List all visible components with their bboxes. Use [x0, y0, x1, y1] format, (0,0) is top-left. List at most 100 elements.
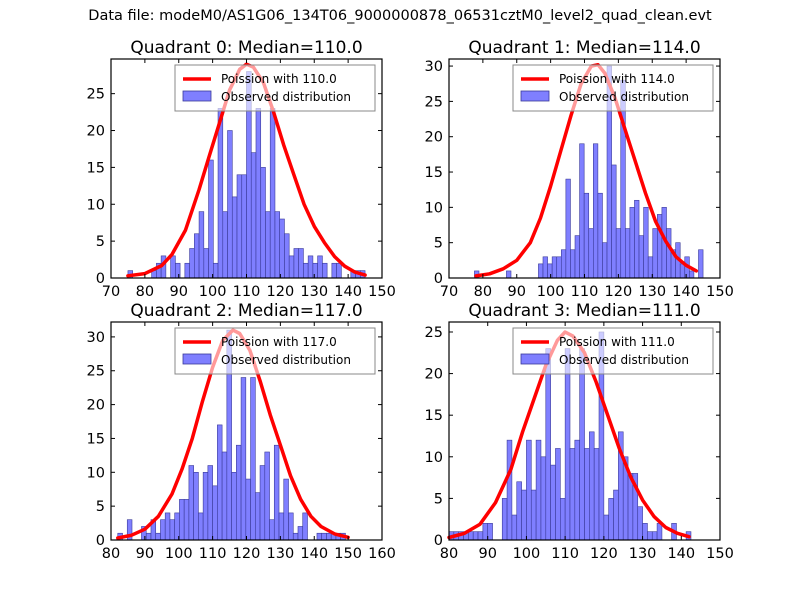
- histogram-bar: [227, 130, 233, 279]
- axes-frame: [448, 321, 721, 541]
- x-tick-label: 90: [478, 546, 496, 562]
- histogram-bar: [188, 465, 194, 541]
- histogram-bar: [560, 498, 566, 541]
- histogram-bar: [656, 523, 663, 541]
- histogram-bar: [179, 499, 185, 541]
- y-tick-label: 20: [87, 398, 105, 414]
- y-tick-label: 0: [96, 533, 105, 549]
- histogram-bar: [574, 439, 580, 541]
- x-tick-label: 90: [170, 284, 188, 300]
- histogram-bar: [255, 108, 262, 279]
- histogram-bar: [574, 235, 580, 279]
- legend-label-observed: Observed distribution: [559, 90, 689, 104]
- y-tick-label: 25: [87, 364, 105, 380]
- y-tick-label: 25: [425, 94, 443, 110]
- histogram-bar: [511, 514, 518, 541]
- y-tick-label: 0: [96, 271, 105, 287]
- histogram-bar: [303, 262, 309, 279]
- x-tick-label: 100: [199, 284, 227, 300]
- histogram-bar: [551, 256, 558, 279]
- legend-box: [174, 327, 376, 375]
- legend-label-poisson: Poission with 111.0: [559, 335, 675, 349]
- x-tick-label: 70: [440, 284, 458, 300]
- histogram-bar: [255, 492, 261, 541]
- y-tick-label: 0: [434, 271, 443, 287]
- x-tick-label: 150: [706, 546, 734, 562]
- histogram-bar: [526, 439, 532, 541]
- histogram-bar: [638, 235, 644, 279]
- histogram-bar: [169, 519, 175, 541]
- x-tick-label: 110: [199, 546, 227, 562]
- histogram-bar: [625, 228, 631, 279]
- subplot-title: Quadrant 2: Median=117.0: [130, 301, 362, 321]
- histogram-bar: [506, 439, 513, 541]
- histogram-bar: [259, 465, 266, 541]
- y-tick-label: 15: [87, 431, 105, 447]
- subplot-quadrant-0: Quadrant 0: Median=110.0 Poission with 11…: [87, 38, 396, 300]
- histogram-bar: [278, 512, 285, 541]
- histogram-bar: [288, 255, 295, 279]
- x-tick-label: 140: [300, 546, 328, 562]
- histogram-bar: [643, 207, 649, 279]
- x-tick-label: 150: [334, 546, 362, 562]
- legend-bar-swatch: [520, 353, 550, 365]
- histogram-bar: [560, 249, 567, 279]
- histogram-bar: [316, 532, 323, 541]
- histogram-bar: [231, 196, 238, 279]
- y-tick-label: 15: [425, 408, 443, 424]
- histogram-bar: [468, 531, 474, 541]
- histogram-bar: [321, 532, 327, 541]
- histogram-bar: [269, 108, 276, 279]
- histogram-bar: [608, 498, 614, 541]
- histogram-bar: [194, 233, 200, 279]
- x-tick-label: 120: [590, 546, 618, 562]
- histogram-bar: [545, 348, 551, 541]
- histogram-bar: [307, 255, 314, 279]
- x-tick-label: 120: [233, 546, 261, 562]
- histogram-bar: [207, 465, 213, 541]
- x-tick-label: 130: [267, 546, 295, 562]
- x-tick-label: 100: [513, 546, 541, 562]
- histogram-bar: [231, 471, 237, 541]
- legend-box: [512, 64, 714, 112]
- subplot-quadrant-1: Quadrant 1: Median=114.0 Poission with 11…: [425, 38, 734, 300]
- legend-box: [512, 327, 714, 375]
- x-tick-label: 80: [102, 546, 120, 562]
- histogram-bar: [530, 489, 537, 541]
- histogram-bar: [208, 159, 214, 279]
- histogram-bar: [516, 481, 522, 541]
- x-tick-label: 100: [537, 284, 565, 300]
- histogram-bar: [203, 248, 209, 279]
- histogram-bar: [584, 448, 590, 541]
- histogram-bar: [538, 263, 544, 279]
- y-tick-label: 20: [425, 130, 443, 146]
- histogram-bar: [550, 464, 556, 541]
- legend-label-poisson: Poission with 117.0: [221, 335, 337, 349]
- histogram-bar: [613, 489, 619, 541]
- x-tick-label: 110: [571, 284, 599, 300]
- y-tick-label: 30: [425, 59, 443, 75]
- histogram-bar: [202, 471, 209, 541]
- legend-bar-swatch: [520, 90, 550, 102]
- histogram-bar: [288, 512, 294, 541]
- legend-bar-swatch: [182, 353, 212, 365]
- histogram-bar: [217, 424, 223, 541]
- histogram-bar: [472, 531, 479, 541]
- histogram-bar: [611, 164, 617, 279]
- histogram-bar: [501, 498, 508, 541]
- histogram-bar: [506, 270, 512, 279]
- histogram-bar: [175, 262, 181, 279]
- y-tick-label: 5: [434, 236, 443, 252]
- x-tick-label: 80: [136, 284, 154, 300]
- histogram-bar: [245, 478, 251, 541]
- x-tick-label: 130: [638, 284, 666, 300]
- y-tick-label: 15: [425, 165, 443, 181]
- figure-suptitle: Data file: modeM0/AS1G06_134T06_90000008…: [88, 8, 712, 24]
- histogram-bar: [629, 207, 635, 279]
- histogram-bar: [241, 174, 247, 279]
- histogram-bar: [292, 532, 299, 541]
- legend-box: [174, 64, 376, 112]
- histogram-bar: [160, 519, 166, 541]
- x-tick-label: 130: [629, 546, 657, 562]
- histogram-bar: [556, 256, 562, 279]
